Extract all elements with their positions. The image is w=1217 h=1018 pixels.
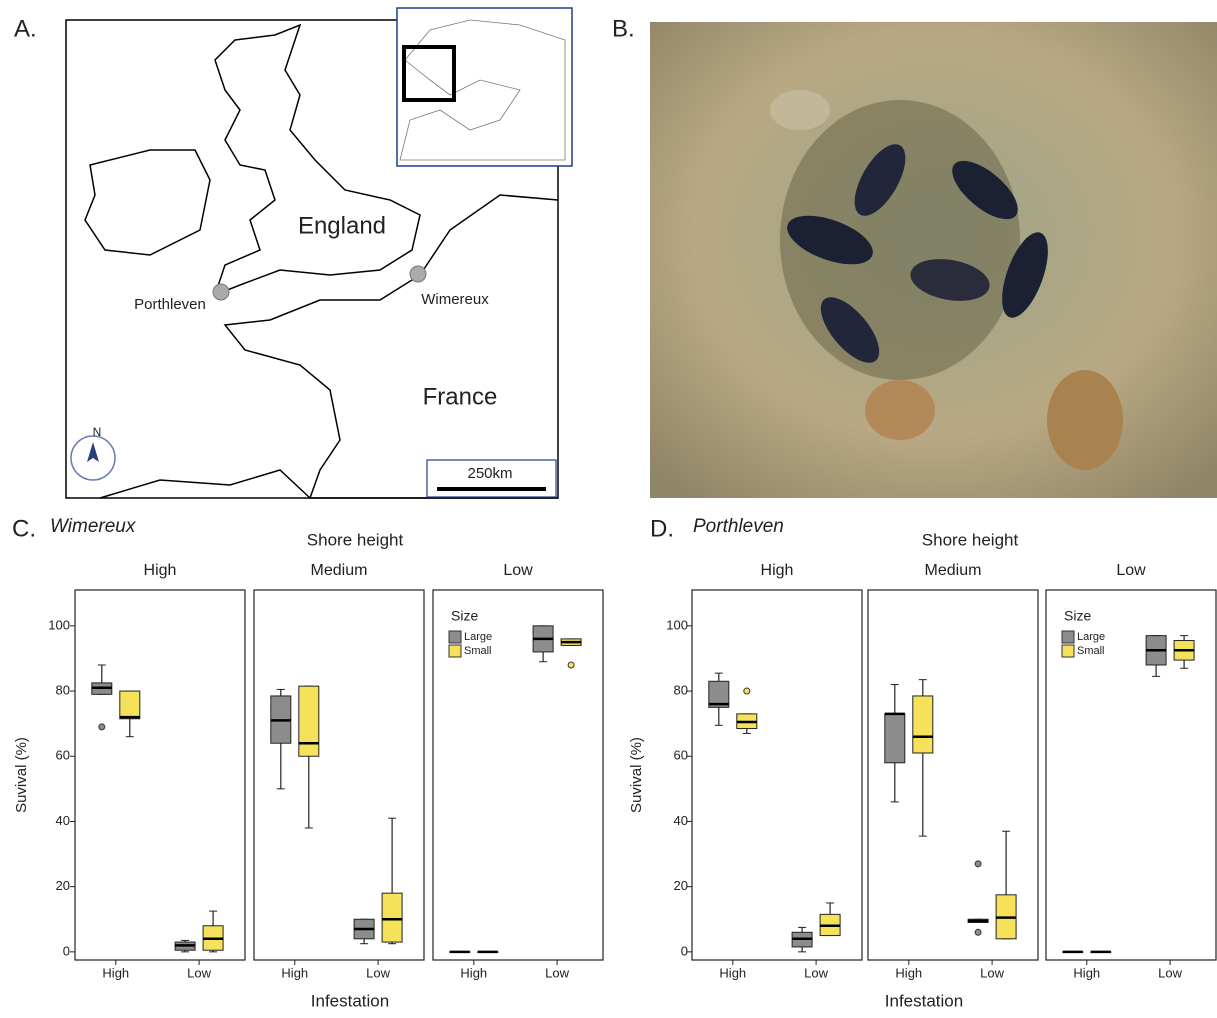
- y-tick-label: 100: [666, 617, 688, 632]
- country-label: England: [298, 212, 386, 239]
- x-axis-title: Infestation: [311, 991, 389, 1010]
- y-tick-label: 60: [56, 748, 70, 763]
- facet-label: Medium: [925, 562, 982, 579]
- legend-title: Size: [1064, 608, 1091, 624]
- box: [382, 893, 402, 942]
- facet-title: Shore height: [307, 530, 404, 549]
- y-tick-label: 60: [674, 748, 688, 763]
- y-tick-label: 40: [674, 813, 688, 828]
- outlier: [744, 688, 750, 694]
- panel-label: A.: [14, 15, 37, 42]
- outlier: [975, 861, 981, 867]
- y-axis-title: Suvival (%): [13, 737, 30, 813]
- panel-label: B.: [612, 15, 635, 42]
- x-tick-label: High: [281, 965, 308, 980]
- x-tick-label: High: [102, 965, 129, 980]
- outlier: [975, 929, 981, 935]
- x-tick-label: Low: [545, 965, 569, 980]
- chart-title: Porthleven: [693, 516, 784, 537]
- legend-swatch: [449, 645, 461, 657]
- x-axis-title: Infestation: [885, 991, 963, 1010]
- y-tick-label: 80: [56, 682, 70, 697]
- box: [299, 686, 319, 756]
- x-tick-label: Low: [366, 965, 390, 980]
- x-tick-label: High: [1073, 965, 1100, 980]
- photo: [650, 22, 1217, 498]
- facet-label: Low: [503, 562, 533, 579]
- x-tick-label: Low: [187, 965, 211, 980]
- x-tick-label: High: [719, 965, 746, 980]
- facet-panel: [75, 590, 245, 960]
- facet-label: Low: [1116, 562, 1146, 579]
- outlier: [568, 662, 574, 668]
- y-axis-title: Suvival (%): [628, 737, 645, 813]
- x-tick-label: High: [460, 965, 487, 980]
- scale-label: 250km: [467, 465, 512, 482]
- site-label: Porthleven: [134, 296, 206, 313]
- x-tick-label: High: [895, 965, 922, 980]
- y-tick-label: 40: [56, 813, 70, 828]
- y-tick-label: 0: [681, 943, 688, 958]
- x-tick-label: Low: [980, 965, 1004, 980]
- country-label: France: [423, 383, 498, 410]
- legend-label: Large: [464, 631, 492, 643]
- box: [120, 691, 140, 719]
- facet-label: High: [761, 562, 794, 579]
- figure: A. England France Porthleven Wimereux N …: [0, 0, 1217, 1013]
- y-tick-label: 20: [674, 878, 688, 893]
- y-tick-label: 20: [56, 878, 70, 893]
- inset-map: [397, 8, 572, 166]
- legend-label: Large: [1077, 631, 1105, 643]
- legend-swatch: [1062, 631, 1074, 643]
- site-marker: [410, 266, 426, 282]
- panel-label: C.: [12, 515, 36, 542]
- legend-swatch: [449, 631, 461, 643]
- box: [885, 714, 905, 763]
- facet-label: Medium: [311, 562, 368, 579]
- legend-label: Small: [1077, 645, 1105, 657]
- map: England France Porthleven Wimereux N 250…: [66, 8, 572, 498]
- facet-panel: [692, 590, 862, 960]
- site-label: Wimereux: [421, 291, 489, 308]
- legend-swatch: [1062, 645, 1074, 657]
- facet-title: Shore height: [922, 530, 1019, 549]
- chart-title: Wimereux: [50, 516, 137, 537]
- facet-label: High: [144, 562, 177, 579]
- compass-label: N: [93, 425, 102, 439]
- site-marker: [213, 284, 229, 300]
- panel-label: D.: [650, 515, 674, 542]
- legend-label: Small: [464, 645, 492, 657]
- x-tick-label: Low: [804, 965, 828, 980]
- y-tick-label: 100: [48, 617, 70, 632]
- x-tick-label: Low: [1158, 965, 1182, 980]
- y-tick-label: 0: [63, 943, 70, 958]
- outlier: [99, 724, 105, 730]
- box: [913, 696, 933, 753]
- legend-title: Size: [451, 608, 478, 624]
- y-tick-label: 80: [674, 682, 688, 697]
